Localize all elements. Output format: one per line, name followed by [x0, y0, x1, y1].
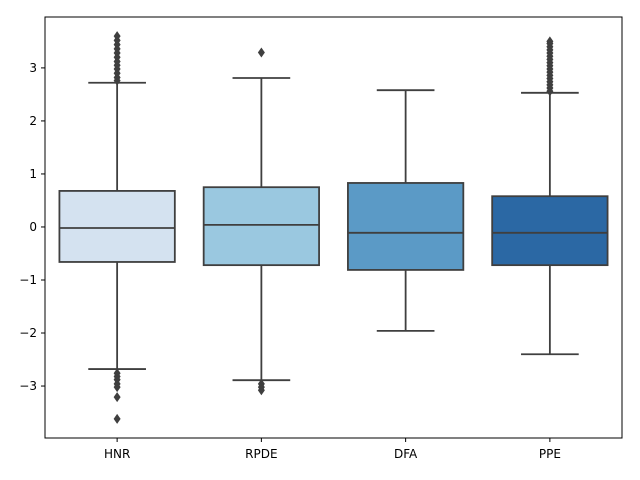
y-tick-label: −1 [19, 273, 37, 287]
x-tick-label: HNR [104, 447, 130, 461]
plot-frame [44, 16, 623, 439]
box-dfa: DFA [347, 89, 465, 461]
box-hnr: HNR [58, 31, 176, 461]
outlier-point [257, 47, 265, 58]
x-tick-label: PPE [539, 447, 561, 461]
outlier-point [113, 31, 121, 42]
outlier-point [546, 36, 554, 47]
y-tick-label: −3 [19, 379, 37, 393]
outlier-point [257, 385, 265, 396]
x-tick-label: DFA [394, 447, 418, 461]
outlier-point [113, 413, 121, 424]
x-tick-label: RPDE [245, 447, 277, 461]
iqr-box [58, 190, 176, 263]
y-tick-label: 3 [29, 61, 37, 75]
y-tick-label: −2 [19, 326, 37, 340]
outlier-point [113, 382, 121, 393]
y-tick-label: 0 [29, 220, 37, 234]
iqr-box [202, 186, 320, 267]
y-tick-label: 2 [29, 114, 37, 128]
iqr-box [491, 195, 609, 267]
iqr-box [347, 182, 465, 271]
box-ppe: PPE [491, 36, 609, 461]
outlier-point [113, 392, 121, 403]
y-tick-label: 1 [29, 167, 37, 181]
box-rpde: RPDE [202, 47, 320, 461]
